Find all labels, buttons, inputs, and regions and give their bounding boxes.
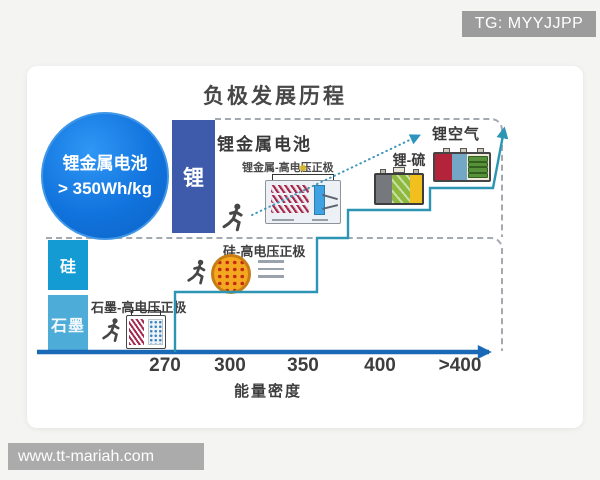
- li-metal-heading: 锂金属电池: [217, 135, 312, 154]
- bubble-line1: 锂金属电池: [62, 153, 148, 173]
- tg-badge: TG: MYYJJPP: [462, 11, 596, 37]
- micro-label-bar: [258, 267, 284, 270]
- cathode-layer: [271, 205, 309, 213]
- graphite-cell-image: [126, 310, 166, 349]
- axis-tick: 350: [287, 355, 319, 376]
- cell-body: [126, 315, 166, 349]
- anode-section: [376, 175, 392, 203]
- li-sulfur-battery-image: [374, 167, 424, 205]
- cathode-layer: [271, 185, 309, 193]
- micro-label-bar: [312, 219, 328, 221]
- lane-label-graphite: 石墨: [48, 295, 88, 352]
- axis-tick: 400: [364, 355, 396, 376]
- axis-tick: 270: [149, 355, 181, 376]
- li-anode-strip: [314, 185, 325, 215]
- axis-label: 能量密度: [233, 383, 303, 400]
- runner-icon: [102, 316, 120, 343]
- micro-label-bar: [272, 219, 294, 221]
- battery-target-bubble: 锂金属电池 > 350Wh/kg: [41, 112, 169, 240]
- micro-label-bar: [258, 275, 284, 278]
- cathode-hatch: [129, 319, 144, 345]
- micro-label-bar: [258, 260, 284, 263]
- air-fin: [467, 167, 488, 173]
- lane-label-silicon: 硅: [48, 240, 88, 290]
- lane-label-lithium: 锂: [172, 120, 215, 233]
- runner-icon: [222, 202, 243, 232]
- separator-section: [391, 175, 411, 203]
- page-title: 负极发展历程: [203, 85, 347, 108]
- li-metal-caption: 锂金属-高电压正极: [242, 162, 334, 174]
- particle-label-bars: [258, 260, 284, 278]
- cathode-layer: [271, 195, 309, 203]
- silicon-particle-image: [211, 254, 251, 294]
- cell-body: [265, 180, 341, 224]
- battery-body: [433, 152, 491, 182]
- runner-icon: [187, 258, 206, 285]
- anode-section: [435, 154, 453, 180]
- air-electrode-section: [466, 154, 489, 180]
- air-fin: [467, 172, 488, 178]
- graphite-dots: [148, 319, 163, 345]
- graphite-caption: 石墨-高电压正极: [91, 300, 187, 315]
- bubble-line2: > 350Wh/kg: [57, 179, 152, 198]
- battery-body: [374, 173, 424, 205]
- li-metal-cell-image: ✹: [265, 164, 341, 224]
- diagram-card: 负极发展历程 锂金属电池 > 350Wh/kg 锂 硅 石墨 锂金属电池 锂金属…: [27, 66, 583, 428]
- axis-tick: >400: [438, 355, 482, 376]
- sulfur-section: [410, 175, 422, 203]
- cell-terminal-bracket: [131, 310, 161, 316]
- li-air-label: 锂空气: [432, 126, 481, 143]
- site-watermark: www.tt-mariah.com: [8, 443, 204, 470]
- axis-tick: 300: [214, 355, 246, 376]
- air-fin: [467, 156, 488, 162]
- electrolyte-section: [452, 154, 467, 180]
- li-air-battery-image: [433, 148, 491, 182]
